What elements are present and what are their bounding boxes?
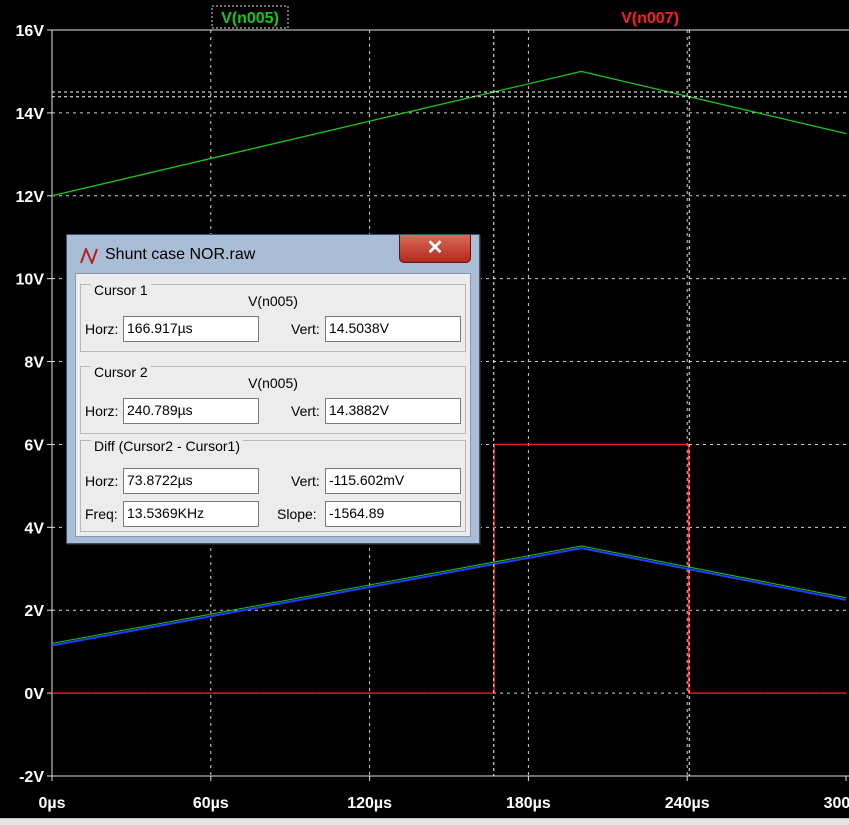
diff-freq-field[interactable]: 13.5369KHz (123, 501, 259, 527)
x-tick-label: 240µs (665, 795, 710, 812)
diff-freq-label: Freq: (85, 506, 118, 522)
x-tick-label: 120µs (347, 795, 392, 812)
diff-vert-field[interactable]: -115.602mV (325, 468, 461, 494)
cursor2-horz-label: Horz: (85, 403, 119, 419)
cursor2-label: Cursor 2 (91, 364, 151, 380)
x-tick-label: 180µs (506, 795, 551, 812)
y-tick-label: 12V (16, 189, 45, 206)
dialog-body: Cursor 1 V(n005) Horz: 166.917µs Vert: 1… (75, 273, 471, 537)
y-tick-label: 2V (24, 603, 44, 620)
trace-n007 (52, 443, 846, 694)
cursor2-horz-field[interactable]: 240.789µs (123, 398, 259, 424)
cursor2-vert-label: Vert: (291, 403, 320, 419)
diff-group: Diff (Cursor2 - Cursor1) Horz: 73.8722µs… (80, 438, 466, 532)
diff-label: Diff (Cursor2 - Cursor1) (91, 438, 243, 454)
cursor1-trace: V(n005) (248, 293, 298, 309)
ltspice-waveform-icon (80, 248, 98, 264)
diff-slope-label: Slope: (277, 506, 317, 522)
axis-frame (47, 29, 849, 781)
dialog-titlebar[interactable]: Shunt case NOR.raw ✕ (67, 235, 479, 273)
cursor2-group: Cursor 2 V(n005) Horz: 240.789µs Vert: 1… (80, 364, 466, 434)
trace-n005 (51, 70, 847, 197)
trace-n005-lower (51, 545, 847, 644)
cursor1-horz-field[interactable]: 166.917µs (123, 316, 259, 342)
trace-label-box-n005 (211, 5, 289, 29)
y-tick-label: 0V (24, 686, 44, 703)
diff-slope-field[interactable]: -1564.89 (325, 501, 461, 527)
cursor1-vert-label: Vert: (291, 321, 320, 337)
trace-legend: V(n005) V(n007) (211, 5, 679, 29)
trace-label-n005[interactable]: V(n005) (221, 10, 279, 27)
y-tick-label: 14V (16, 106, 45, 123)
x-axis-labels: 0µs 60µs 120µs 180µs 240µs 300µs (38, 795, 849, 812)
cursor2-vert-field[interactable]: 14.3882V (325, 398, 461, 424)
window-bottom-edge (0, 818, 849, 825)
y-tick-label: 4V (24, 520, 44, 537)
cursor-lines[interactable] (52, 30, 849, 776)
trace-label-n007[interactable]: V(n007) (621, 10, 679, 27)
y-tick-label: 16V (16, 23, 45, 40)
close-button[interactable]: ✕ (399, 235, 471, 263)
cursor1-group: Cursor 1 V(n005) Horz: 166.917µs Vert: 1… (80, 282, 466, 352)
diff-horz-label: Horz: (85, 473, 119, 489)
x-tick-label: 0µs (38, 795, 65, 812)
cursor2-trace: V(n005) (248, 375, 298, 391)
diff-horz-field[interactable]: 73.8722µs (123, 468, 259, 494)
cursor1-label: Cursor 1 (91, 282, 151, 298)
trace-lines (51, 70, 847, 694)
x-tick-label: 300µs (824, 795, 849, 812)
diff-vert-label: Vert: (291, 473, 320, 489)
cursor1-vert-field[interactable]: 14.5038V (325, 316, 461, 342)
trace-blue (51, 547, 847, 647)
cursor-dialog[interactable]: Shunt case NOR.raw ✕ Cursor 1 V(n005) Ho… (66, 234, 480, 544)
y-axis-labels: 16V 14V 12V 10V 8V 6V 4V 2V 0V -2V (16, 23, 45, 786)
cursor1-horz-label: Horz: (85, 321, 119, 337)
y-tick-label: -2V (19, 769, 44, 786)
y-tick-label: 6V (24, 437, 44, 454)
y-tick-label: 10V (16, 272, 45, 289)
dialog-title: Shunt case NOR.raw (105, 246, 256, 263)
y-tick-label: 8V (24, 355, 44, 372)
x-tick-label: 60µs (193, 795, 229, 812)
